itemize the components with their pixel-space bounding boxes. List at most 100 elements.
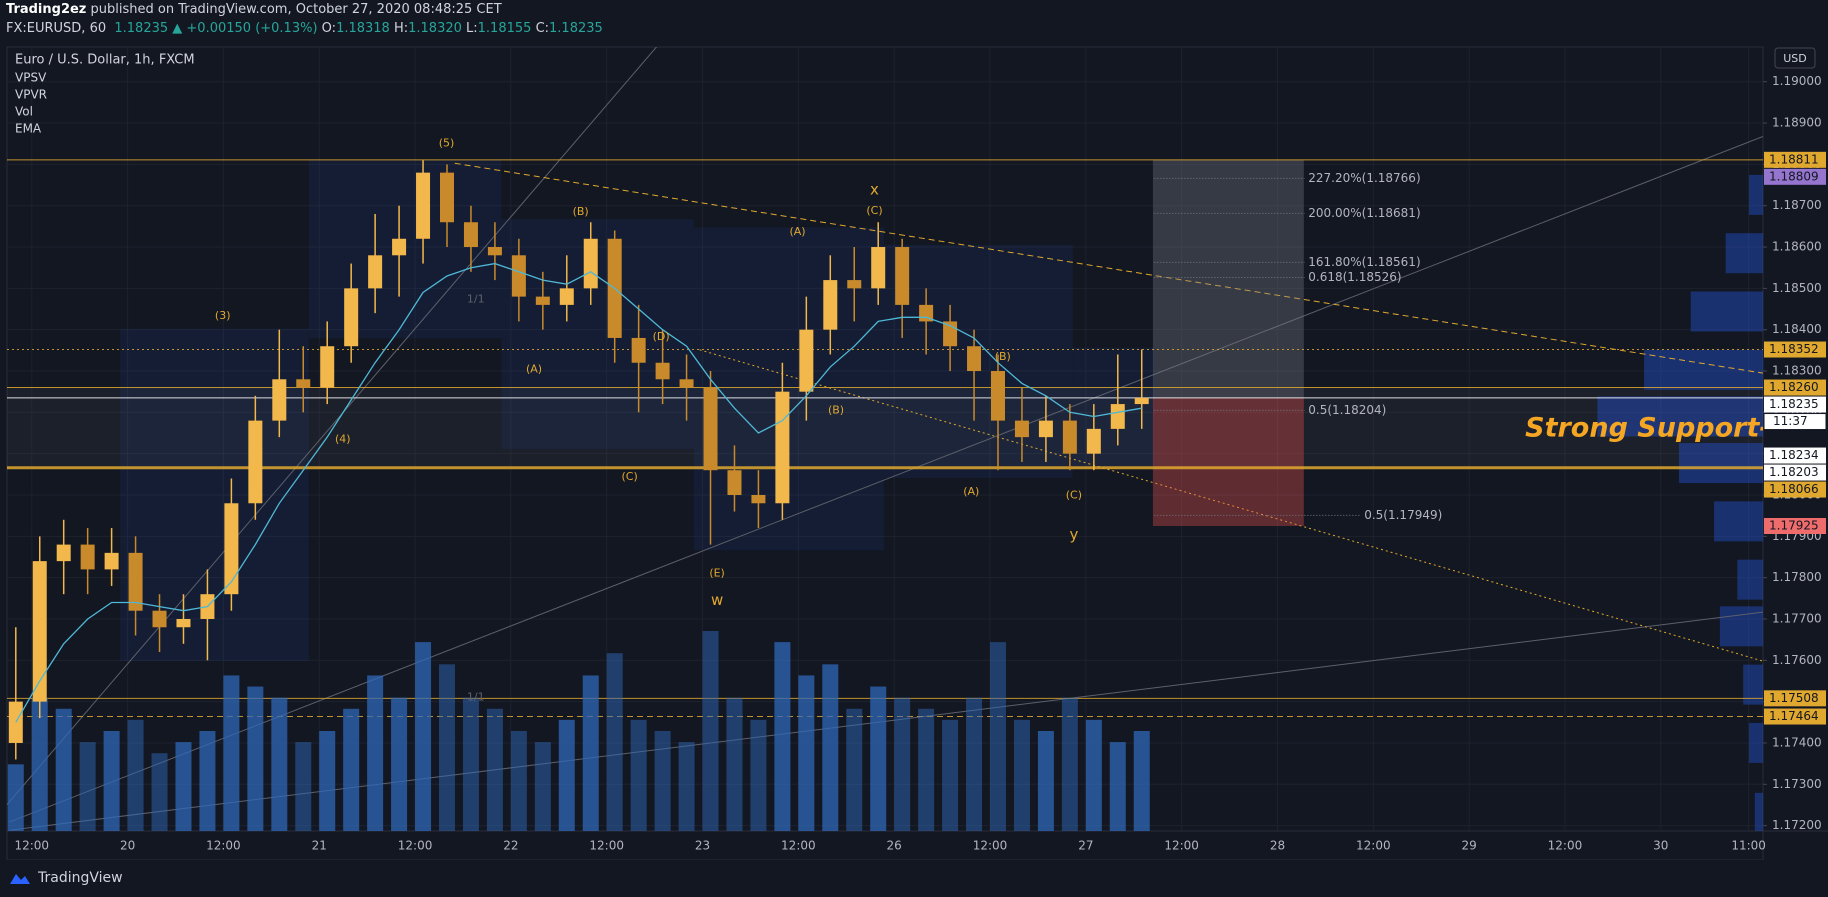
candle-body bbox=[392, 238, 407, 256]
candle-body bbox=[128, 552, 143, 611]
currency: USD bbox=[1783, 52, 1807, 65]
price-label: 1.18352 bbox=[1769, 342, 1819, 356]
price-label: 1.18811 bbox=[1769, 152, 1819, 166]
vpvr-bar bbox=[1749, 174, 1763, 215]
y-tick-label: 1.18700 bbox=[1772, 198, 1822, 212]
volume-bar bbox=[534, 742, 551, 831]
volume-bar bbox=[367, 675, 384, 831]
volume-bar bbox=[918, 708, 935, 831]
x-tick-label: 12:00 bbox=[14, 839, 49, 853]
volume-bar bbox=[726, 697, 743, 831]
chart: 227.20%(1.18766) 200.00%(1.18681) 161.80%(… bbox=[6, 46, 1828, 860]
ohlc-key: H: bbox=[393, 21, 409, 36]
volume-bar bbox=[894, 697, 911, 831]
volume-bar bbox=[415, 642, 432, 831]
volume-bar bbox=[31, 697, 48, 831]
price-label-box bbox=[1764, 690, 1826, 707]
wave-label: (A) bbox=[963, 485, 979, 498]
trend-line bbox=[454, 162, 1763, 374]
candle-body bbox=[152, 610, 167, 628]
volume-bar bbox=[295, 742, 312, 831]
volume-bar bbox=[870, 686, 887, 831]
wave-label: (D) bbox=[653, 330, 670, 343]
volume-bar bbox=[1109, 742, 1126, 831]
price-label: 1.18260 bbox=[1769, 380, 1819, 394]
wave-label: (B) bbox=[828, 403, 844, 416]
candle-body bbox=[799, 329, 814, 392]
wave-label: y bbox=[1069, 526, 1078, 544]
candle-body bbox=[248, 420, 263, 504]
wave-label: 1/1 bbox=[467, 293, 485, 306]
chart-title: Euro / U.S. Dollar, 1h, FXCM bbox=[15, 53, 195, 68]
countdown: 11:37 bbox=[1773, 414, 1808, 428]
price-label-box bbox=[1764, 464, 1826, 481]
candle-body bbox=[32, 561, 47, 702]
vpvr-bar bbox=[1737, 559, 1763, 600]
x-tick-label: 28 bbox=[1270, 839, 1285, 853]
volume-bar bbox=[1061, 697, 1078, 831]
volume-bar bbox=[391, 697, 408, 831]
price-label: 1.18235 bbox=[1769, 397, 1819, 411]
candle-body bbox=[967, 346, 982, 372]
fib-label: 0.5(1.17949) bbox=[1364, 508, 1442, 522]
candle-body bbox=[775, 391, 790, 504]
x-tick-label: 12:00 bbox=[398, 839, 433, 853]
wave-label: (B) bbox=[995, 350, 1011, 363]
vpvr-bar bbox=[1743, 664, 1763, 705]
currency-box bbox=[1774, 47, 1816, 69]
x-tick-label: 27 bbox=[1078, 839, 1093, 853]
y-tick-label: 1.19000 bbox=[1772, 74, 1822, 88]
volume-bar bbox=[702, 631, 719, 831]
volume-bar bbox=[103, 731, 120, 831]
vpvr-bar bbox=[1714, 501, 1763, 542]
volume-bar bbox=[223, 675, 240, 831]
volume-bar bbox=[989, 642, 1006, 831]
volume-bar bbox=[247, 686, 264, 831]
ohlc-value: 1.18320 bbox=[408, 21, 462, 36]
price-label: 1.17508 bbox=[1769, 691, 1819, 705]
volume-bar bbox=[798, 675, 815, 831]
x-tick-label: 12:00 bbox=[1548, 839, 1583, 853]
price-label-box bbox=[1764, 168, 1826, 185]
price-label-box bbox=[1764, 481, 1826, 498]
y-tick-label: 1.18500 bbox=[1772, 281, 1822, 295]
volume-bar bbox=[55, 708, 72, 831]
y-tick-label: 1.17800 bbox=[1772, 570, 1822, 584]
candle-body bbox=[416, 172, 431, 239]
volume-bar bbox=[630, 719, 647, 831]
brand: TradingView bbox=[38, 870, 123, 886]
vpvr-bar bbox=[1597, 396, 1763, 437]
candle-body bbox=[1062, 420, 1077, 454]
ohlc-value: 1.18155 bbox=[477, 21, 532, 36]
candle-body bbox=[368, 255, 383, 289]
volume-bar bbox=[774, 642, 791, 831]
candle-body bbox=[320, 346, 335, 388]
ohlc-key: L: bbox=[466, 21, 478, 36]
price-label-box bbox=[1764, 341, 1826, 358]
candle-body bbox=[487, 247, 502, 256]
wave-label: (C) bbox=[622, 470, 638, 483]
x-tick-label: 11:00 bbox=[1731, 839, 1766, 853]
y-tick-label: 1.17700 bbox=[1772, 611, 1822, 625]
candle-body bbox=[1086, 428, 1101, 454]
wave-label: (A) bbox=[789, 225, 805, 238]
volume-bar bbox=[558, 719, 575, 831]
volume-bar bbox=[1037, 731, 1054, 831]
y-tick-label: 1.17600 bbox=[1772, 653, 1822, 667]
wave-label: (C) bbox=[866, 204, 882, 217]
ohlc: O:1.18318 H:1.18320 L:1.18155 C:1.18235 bbox=[322, 21, 603, 36]
volume-bar bbox=[79, 742, 96, 831]
vpvr-bar bbox=[1719, 606, 1763, 647]
header: Trading2ez published on TradingView.com,… bbox=[6, 0, 1822, 46]
candle-body bbox=[1110, 404, 1125, 429]
volume-bar bbox=[942, 719, 959, 831]
wave-label: (A) bbox=[526, 363, 542, 376]
trend-line bbox=[7, 47, 658, 805]
ohlc-value: 1.18318 bbox=[336, 21, 390, 36]
price-label: 1.18203 bbox=[1769, 465, 1819, 479]
session-box bbox=[120, 328, 309, 662]
fib-label: 0.5(1.18204) bbox=[1308, 403, 1386, 417]
plot: 227.20%(1.18766) 200.00%(1.18681) 161.80%(… bbox=[7, 136, 1763, 831]
volume-bar bbox=[7, 764, 24, 831]
volume-bar bbox=[1133, 731, 1150, 831]
